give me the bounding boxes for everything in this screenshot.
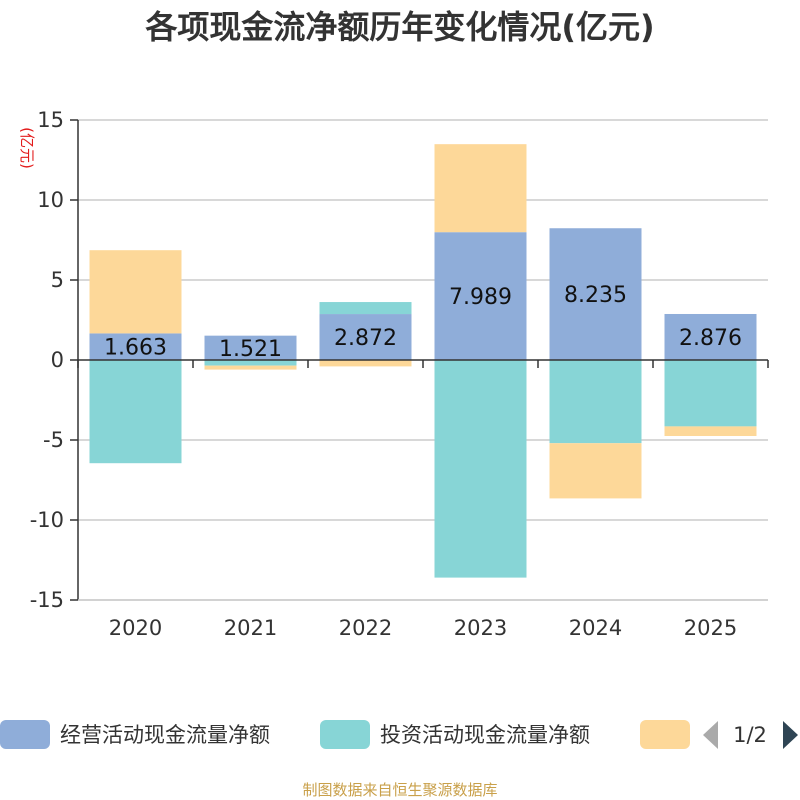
x-tick-label: 2025 — [684, 616, 737, 640]
legend-swatch[interactable] — [320, 720, 370, 749]
legend-label[interactable]: 经营活动现金流量净额 — [60, 723, 270, 747]
bar-2020-s0[interactable] — [89, 333, 182, 360]
data-label-2024: 8.235 — [564, 283, 627, 308]
bar-2021-s2[interactable] — [204, 365, 297, 370]
x-tick-label: 2020 — [109, 616, 162, 640]
legend-swatch[interactable] — [0, 720, 50, 749]
legend-page-indicator: 1/2 — [733, 723, 767, 747]
legend-prev-arrow-icon[interactable] — [703, 721, 718, 749]
bar-2020-s1[interactable] — [89, 360, 182, 464]
bar-2021-s1[interactable] — [204, 360, 297, 366]
axes: 15 10 5 0 -5 -10 -15 2020 2021 2022 2023 2024 2025 — [30, 108, 769, 640]
bar-2025-s2[interactable] — [664, 426, 757, 436]
bar-2020-s2[interactable] — [89, 250, 182, 334]
bar-2025-s0[interactable] — [664, 313, 757, 360]
y-axis-unit: (亿元) — [18, 127, 36, 169]
bar-2023-s1[interactable] — [434, 360, 527, 578]
data-source-note: 制图数据来自恒生聚源数据库 — [302, 781, 497, 799]
bar-2025-s1[interactable] — [664, 360, 757, 427]
bar-2022-s0[interactable] — [319, 314, 412, 360]
data-label-2022: 2.872 — [334, 326, 397, 351]
data-label-2023: 7.989 — [449, 285, 512, 310]
data-label-2021: 1.521 — [219, 337, 282, 362]
x-tick-label: 2021 — [224, 616, 277, 640]
bar-2023-s0[interactable] — [434, 232, 527, 360]
y-tick-label: 10 — [37, 188, 64, 212]
x-tick-label: 2022 — [339, 616, 392, 640]
bars — [89, 144, 757, 578]
y-tick-label: 5 — [51, 268, 64, 292]
data-labels: 1.663 1.521 2.872 7.989 8.235 2.876 — [104, 283, 742, 362]
bar-2022-s2[interactable] — [319, 360, 412, 367]
data-label-2020: 1.663 — [104, 336, 167, 361]
bar-2021-s0[interactable] — [204, 335, 297, 360]
bar-2024-s2[interactable] — [549, 443, 642, 499]
y-tick-label: 15 — [37, 108, 64, 132]
bar-2022-s1[interactable] — [319, 302, 412, 315]
y-tick-label: -10 — [30, 508, 64, 532]
data-label-2025: 2.876 — [679, 326, 742, 351]
bar-2024-s1[interactable] — [549, 360, 642, 444]
legend[interactable]: 经营活动现金流量净额 投资活动现金流量净额 1/2 — [0, 720, 798, 749]
legend-next-arrow-icon[interactable] — [783, 721, 798, 749]
x-tick-label: 2024 — [569, 616, 622, 640]
y-tick-label: -5 — [43, 428, 64, 452]
chart-title: 各项现金流净额历年变化情况(亿元) — [145, 8, 654, 46]
y-tick-label: -15 — [30, 588, 64, 612]
legend-label[interactable]: 投资活动现金流量净额 — [380, 723, 590, 747]
legend-swatch[interactable] — [640, 720, 690, 749]
x-tick-label: 2023 — [454, 616, 507, 640]
bar-2024-s0[interactable] — [549, 228, 642, 360]
y-tick-label: 0 — [51, 348, 64, 372]
bar-2023-s2[interactable] — [434, 144, 527, 233]
